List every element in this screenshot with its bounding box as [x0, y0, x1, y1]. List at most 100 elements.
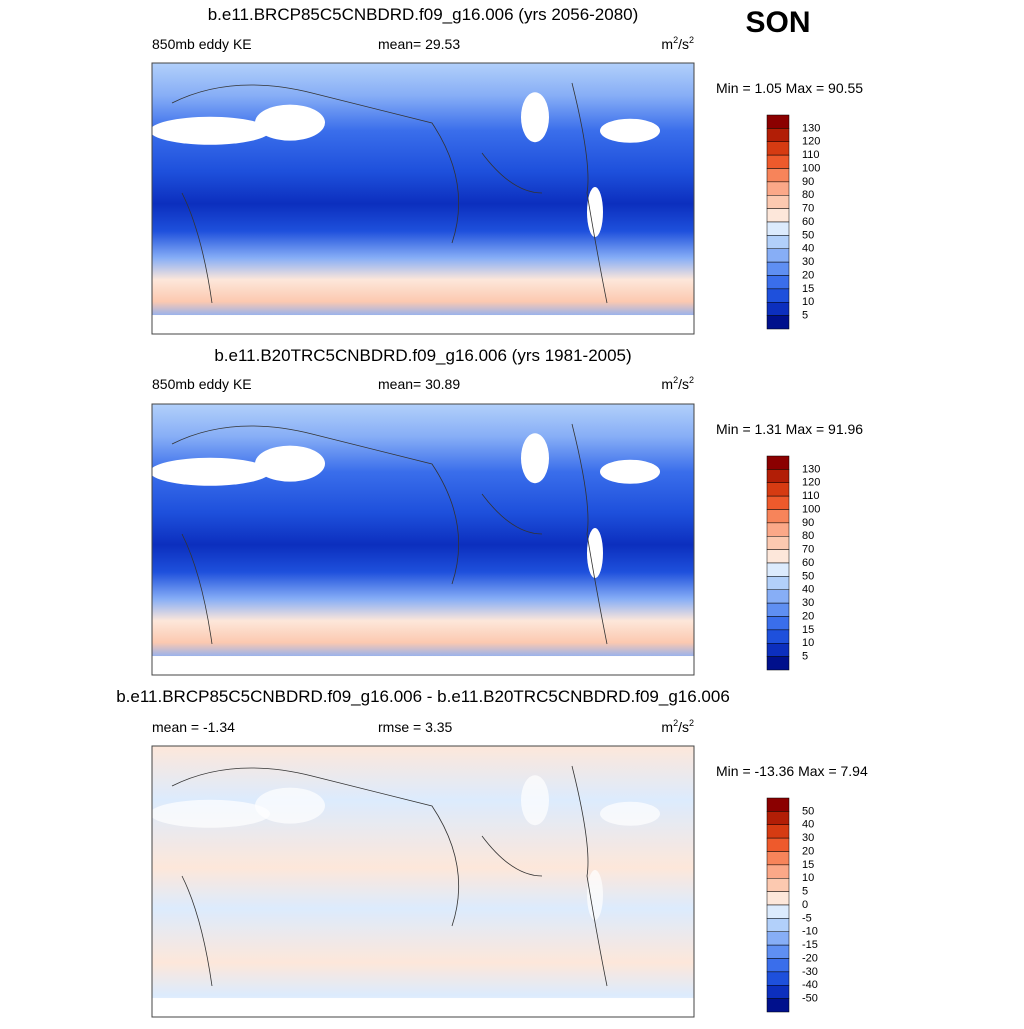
- land-mask: [600, 459, 660, 484]
- map-frame: [151, 745, 695, 1018]
- units-exp: 2: [673, 35, 678, 45]
- coastline: [171, 423, 608, 645]
- colorbar-label: 30: [802, 256, 814, 268]
- land-mask: [255, 445, 325, 482]
- colorbar-box: [766, 302, 790, 316]
- colorbar-label: 40: [802, 819, 814, 831]
- center-label: mean= 29.53: [378, 36, 460, 52]
- colorbar-label: 15: [802, 859, 814, 871]
- colorbar-box: [766, 235, 790, 249]
- center-label: rmse = 3.35: [378, 719, 453, 735]
- left-label: mean = -1.34: [152, 719, 235, 735]
- colorbar-box: [766, 998, 790, 1013]
- colorbar-label: 60: [802, 557, 814, 569]
- colorbar-label: -20: [802, 952, 818, 964]
- colorbar-label: 30: [802, 832, 814, 844]
- colorbar-label: 80: [802, 189, 814, 201]
- antarctica: [152, 315, 694, 334]
- colorbar-label: 130: [802, 463, 820, 475]
- map-field: [152, 63, 694, 334]
- colorbar-box: [766, 985, 790, 999]
- colorbar-box: [766, 261, 790, 276]
- colorbar-box: [766, 455, 790, 470]
- colorbar-label: 120: [802, 477, 820, 489]
- colorbar-box: [766, 616, 790, 631]
- colorbar-box: [766, 509, 790, 524]
- colorbar-box: [766, 288, 790, 303]
- units-label: m2/s2: [661, 718, 694, 735]
- colorbar-box: [766, 864, 790, 879]
- colorbar-box: [766, 154, 790, 169]
- land-mask: [587, 870, 603, 921]
- colorbar-label: 5: [802, 886, 808, 898]
- coastline: [171, 765, 608, 987]
- units-exp: 2: [689, 35, 694, 45]
- land-mask: [255, 104, 325, 141]
- colorbar-box: [766, 576, 790, 590]
- colorbar-label: 60: [802, 216, 814, 228]
- panel-title: b.e11.BRCP85C5CNBDRD.f09_g16.006 - b.e11…: [116, 687, 730, 706]
- land-mask: [521, 433, 549, 484]
- units-mid: /s: [678, 719, 689, 735]
- colorbar-box: [766, 811, 790, 825]
- colorbar-box: [766, 128, 790, 142]
- map-field: [152, 404, 694, 675]
- coastline: [171, 82, 608, 304]
- units-exp: 2: [689, 375, 694, 385]
- land-mask: [150, 116, 270, 145]
- colorbar-label: 50: [802, 229, 814, 241]
- colorbar-box: [766, 221, 790, 236]
- colorbar-box: [766, 495, 790, 510]
- colorbar-label: 80: [802, 530, 814, 542]
- units-base: m: [661, 719, 673, 735]
- colorbar-box: [766, 589, 790, 604]
- colorbar-label: 30: [802, 597, 814, 609]
- colorbar-label: 120: [802, 136, 820, 148]
- colorbar-box: [766, 522, 790, 537]
- colorbar-box: [766, 824, 790, 839]
- colorbar-box: [766, 643, 790, 657]
- colorbar-label: 40: [802, 584, 814, 596]
- colorbar-label: -10: [802, 926, 818, 938]
- season-label: SON: [745, 6, 810, 39]
- units-exp: 2: [673, 375, 678, 385]
- colorbar-label: 100: [802, 503, 820, 515]
- colorbar-label: 50: [802, 805, 814, 817]
- land-mask: [600, 801, 660, 826]
- land-mask: [150, 457, 270, 486]
- colorbar-box: [766, 944, 790, 959]
- colorbar-box: [766, 878, 790, 892]
- units-base: m: [661, 36, 673, 52]
- colorbar-label: 5: [802, 651, 808, 663]
- colorbar-box: [766, 195, 790, 209]
- colorbar-box: [766, 656, 790, 671]
- panel-title: b.e11.BRCP85C5CNBDRD.f09_g16.006 (yrs 20…: [208, 5, 639, 24]
- colorbar-box: [766, 549, 790, 564]
- min-max: Min = 1.05 Max = 90.55: [716, 80, 863, 96]
- colorbar-box: [766, 797, 790, 812]
- colorbar-box: [766, 602, 790, 617]
- land-mask: [521, 775, 549, 826]
- colorbar-label: 10: [802, 637, 814, 649]
- min-max: Min = -13.36 Max = 7.94: [716, 763, 868, 779]
- colorbar-label: 70: [802, 203, 814, 215]
- colorbar-box: [766, 248, 790, 263]
- units-base: m: [661, 376, 673, 392]
- colorbar-label: 110: [802, 490, 820, 502]
- colorbar-box: [766, 562, 790, 577]
- land-mask: [521, 92, 549, 143]
- colorbar-label: 20: [802, 845, 814, 857]
- colorbar-box: [766, 971, 790, 986]
- center-label: mean= 30.89: [378, 376, 460, 392]
- units-label: m2/s2: [661, 35, 694, 52]
- left-label: 850mb eddy KE: [152, 376, 252, 392]
- colorbar-label: 90: [802, 176, 814, 188]
- colorbar-label: 5: [802, 310, 808, 322]
- min-max: Min = 1.31 Max = 91.96: [716, 421, 863, 437]
- antarctica: [152, 998, 694, 1017]
- colorbar-box: [766, 931, 790, 946]
- colorbar-box: [766, 536, 790, 550]
- colorbar-box: [766, 315, 790, 330]
- colorbar-label: -30: [802, 966, 818, 978]
